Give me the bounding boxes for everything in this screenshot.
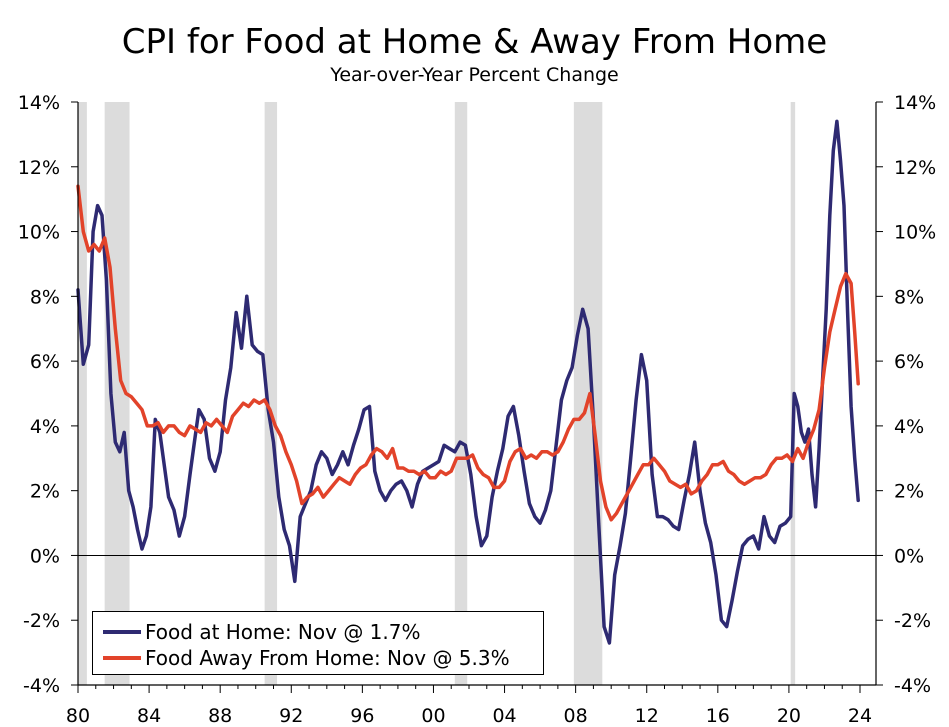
recession-band-0: [78, 102, 87, 685]
y-tick-label-right: 0%: [894, 545, 924, 567]
y-tick-label-left: 10%: [18, 222, 60, 244]
x-tick-label: 04: [492, 705, 516, 727]
y-tick-label-right: 8%: [894, 286, 924, 308]
x-tick-label: 12: [635, 705, 659, 727]
y-tick-label-right: -2%: [894, 610, 931, 632]
recession-band-4: [573, 102, 603, 685]
y-tick-label-right: -4%: [894, 675, 931, 697]
legend: Food at Home: Nov @ 1.7% Food Away From …: [92, 611, 544, 675]
recession-band-3: [454, 102, 468, 685]
axes-layer: [71, 101, 883, 693]
x-tick-label: 20: [777, 705, 801, 727]
x-tick-label: 92: [279, 705, 303, 727]
legend-label-food-away: Food Away From Home: Nov @ 5.3%: [145, 646, 510, 670]
y-tick-label-left: 8%: [30, 286, 60, 308]
y-tick-label-left: 2%: [30, 481, 60, 503]
y-tick-label-left: 0%: [30, 545, 60, 567]
x-tick-label: 88: [208, 705, 232, 727]
legend-swatch-food-at-home: [103, 630, 141, 634]
x-tick-label: 16: [706, 705, 730, 727]
tick-labels: -4% -4% -2% -2% 0% 0% 2% 2% 4% 4% 6% 6% 8% 8% 10% 10% 12…: [18, 92, 936, 727]
recession-bands: [78, 102, 796, 685]
y-tick-label-left: 6%: [30, 351, 60, 373]
x-tick-label: 80: [66, 705, 90, 727]
y-tick-label-right: 2%: [894, 481, 924, 503]
x-tick-label: 00: [421, 705, 445, 727]
line-food-away: [76, 184, 860, 522]
legend-swatch-food-away: [103, 656, 141, 660]
y-tick-label-left: 4%: [30, 416, 60, 438]
chart-title: CPI for Food at Home & Away From Home: [121, 22, 828, 62]
chart-subtitle: Year-over-Year Percent Change: [330, 64, 619, 86]
y-tick-label-right: 6%: [894, 351, 924, 373]
legend-label-food-at-home: Food at Home: Nov @ 1.7%: [145, 620, 421, 644]
y-tick-label-left: -2%: [23, 610, 60, 632]
legend-item-food-away: Food Away From Home: Nov @ 5.3%: [103, 646, 510, 670]
recession-band-2: [264, 102, 278, 685]
x-tick-label: 84: [137, 705, 161, 727]
y-tick-label-left: 14%: [18, 92, 60, 114]
y-tick-label-right: 14%: [894, 92, 936, 114]
y-tick-label-right: 12%: [894, 157, 936, 179]
x-tick-label: 96: [350, 705, 374, 727]
y-tick-label-right: 4%: [894, 416, 924, 438]
series-layer: [76, 119, 860, 645]
line-food-at-home: [76, 119, 860, 645]
x-tick-label: 08: [564, 705, 588, 727]
y-tick-label-left: -4%: [23, 675, 60, 697]
legend-item-food-at-home: Food at Home: Nov @ 1.7%: [103, 620, 421, 644]
y-tick-label-left: 12%: [18, 157, 60, 179]
x-tick-label: 24: [848, 705, 872, 727]
y-tick-label-right: 10%: [894, 222, 936, 244]
